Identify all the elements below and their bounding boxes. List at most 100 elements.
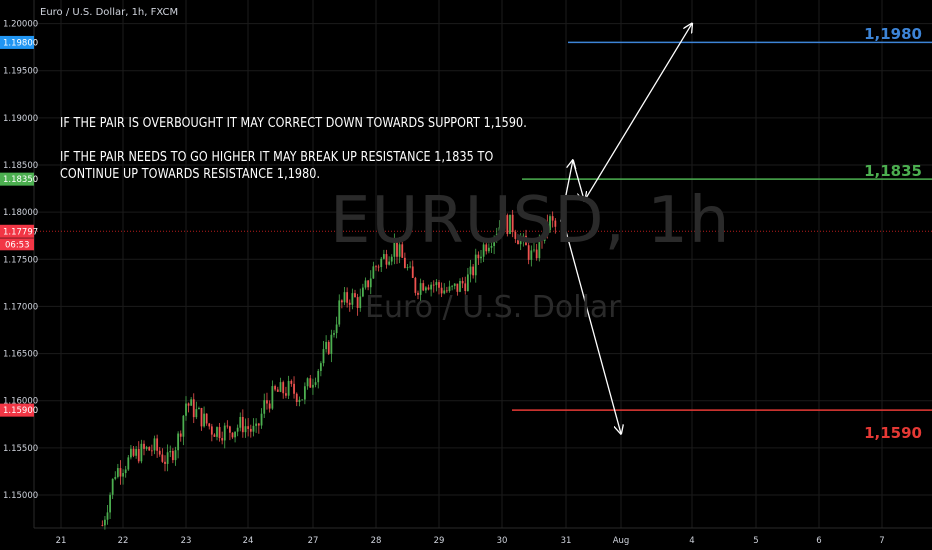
candle-body <box>261 414 263 426</box>
candle-body <box>198 408 200 409</box>
y-tick-label-4: 1.18000 <box>3 208 38 218</box>
candle-body <box>467 274 469 291</box>
y-tick-label-3: 1.18500 <box>3 161 38 171</box>
candle-body <box>301 400 303 401</box>
x-tick-label-9: Aug <box>613 536 630 546</box>
candle-body <box>380 259 382 267</box>
candle-body <box>117 468 119 477</box>
y-tick-label-6: 1.17000 <box>3 302 38 312</box>
candle-body <box>323 349 325 363</box>
candle-body <box>336 324 338 333</box>
x-tick-label-13: 7 <box>879 536 884 546</box>
candle-body <box>125 469 127 473</box>
candle-body <box>109 495 111 513</box>
y-tick-label-9: 1.15500 <box>3 444 38 454</box>
candle-body <box>112 479 114 495</box>
watermark-name: Euro / U.S. Dollar <box>365 290 621 325</box>
candle-body <box>122 473 124 477</box>
candle-body <box>333 333 335 335</box>
candle-body <box>253 426 255 432</box>
candle-body <box>325 342 327 349</box>
watermark-ticker: EURUSD, 1h <box>330 184 730 258</box>
price-tag-label-0: 1.19800 <box>3 38 38 48</box>
candle-body <box>430 285 432 290</box>
candle-body <box>263 400 265 413</box>
x-tick-label-4: 27 <box>308 536 319 546</box>
candle-body <box>214 435 216 437</box>
candle-body <box>271 386 273 409</box>
candle-body <box>404 258 406 268</box>
candle-body <box>433 285 435 286</box>
candle-body <box>148 447 150 450</box>
candle-body <box>454 284 456 286</box>
y-tick-label-2: 1.19000 <box>3 114 38 124</box>
projection-arrow-2 <box>584 24 692 201</box>
candle-body <box>190 399 192 405</box>
x-tick-label-7: 30 <box>497 536 508 546</box>
candle-body <box>438 282 440 288</box>
countdown-tag-label: 06:53 <box>5 240 30 250</box>
candle-body <box>182 416 184 437</box>
candle-body <box>409 266 411 267</box>
x-tick-label-2: 23 <box>181 536 192 546</box>
candle-body <box>224 426 226 441</box>
candle-body <box>247 426 249 429</box>
candle-body <box>151 450 153 451</box>
symbol-title: Euro / U.S. Dollar, 1h, FXCM <box>40 7 178 18</box>
candle-body <box>177 434 179 451</box>
candle-body <box>304 386 306 399</box>
candle-body <box>362 288 364 297</box>
candle-body <box>172 451 174 460</box>
price-tag-label-3: 1.15900 <box>3 406 38 416</box>
note-line-1: IF THE PAIR IS OVERBOUGHT IT MAY CORRECT… <box>60 116 527 131</box>
candle-body <box>290 381 292 384</box>
candle-body <box>351 293 353 305</box>
candle-body <box>462 281 464 283</box>
candle-body <box>412 266 414 277</box>
candle-body <box>341 300 343 302</box>
candle-body <box>232 433 234 438</box>
candle-body <box>435 282 437 285</box>
candle-body <box>407 267 409 268</box>
candle-body <box>328 342 330 354</box>
candle-body <box>104 520 106 526</box>
candle-body <box>338 300 340 324</box>
candle-body <box>293 384 295 394</box>
y-tick-label-10: 1.15000 <box>3 491 38 501</box>
candle-body <box>312 385 314 388</box>
candle-body <box>107 512 109 519</box>
y-tick-label-0: 1.20000 <box>3 20 38 30</box>
candle-body <box>472 267 474 276</box>
candle-body <box>138 449 140 461</box>
x-tick-label-12: 6 <box>816 536 821 546</box>
candle-body <box>344 292 346 302</box>
price-tag-label-1: 1.18350 <box>3 175 38 185</box>
price-tag-label-2: 1.17797 <box>3 227 38 237</box>
candle-body <box>365 280 367 287</box>
candle-body <box>159 451 161 455</box>
x-tick-label-8: 31 <box>561 536 572 546</box>
candle-body <box>266 400 268 403</box>
candle-body <box>185 404 187 416</box>
candle-body <box>203 414 205 427</box>
candle-body <box>180 434 182 437</box>
candle-body <box>470 267 472 275</box>
x-tick-label-0: 21 <box>56 536 67 546</box>
level-label-1590: 1,1590 <box>864 424 922 442</box>
candle-body <box>317 371 319 382</box>
candle-body <box>226 426 228 427</box>
candle-body <box>216 427 218 437</box>
candle-body <box>229 426 231 432</box>
candle-body <box>282 382 284 393</box>
candle-body <box>255 424 257 426</box>
candle-body <box>245 426 247 432</box>
level-label-1980: 1,1980 <box>864 25 922 43</box>
candle-body <box>285 393 287 395</box>
candle-body <box>239 417 241 428</box>
candle-body <box>307 378 309 386</box>
candle-body <box>130 449 132 458</box>
candle-body <box>357 297 359 308</box>
candle-body <box>127 457 129 469</box>
candle-body <box>161 455 163 462</box>
